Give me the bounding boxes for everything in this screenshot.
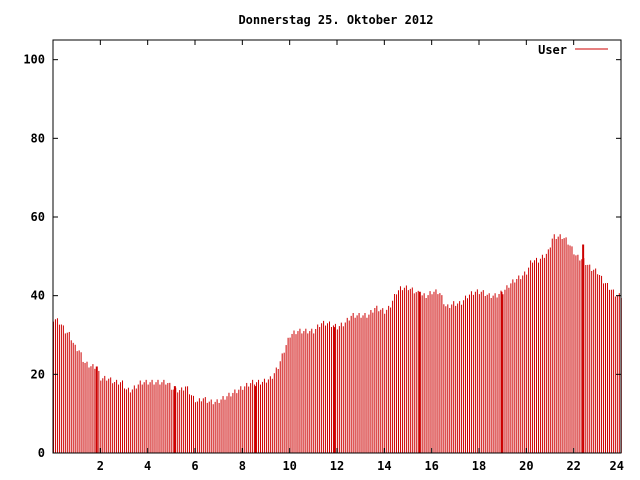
x-tick-label: 4: [144, 459, 151, 473]
x-tick-label: 10: [282, 459, 296, 473]
y-tick-label: 80: [31, 131, 45, 145]
chart-title: Donnerstag 25. Oktober 2012: [238, 13, 433, 27]
legend-label-user: User: [538, 43, 567, 57]
x-tick-label: 20: [519, 459, 533, 473]
legend: User: [538, 43, 608, 57]
y-tick-label: 40: [31, 289, 45, 303]
x-tick-label: 16: [424, 459, 438, 473]
x-tick-label: 6: [191, 459, 198, 473]
x-tick-label: 12: [330, 459, 344, 473]
y-tick-label: 100: [23, 53, 45, 67]
y-tick-label: 20: [31, 367, 45, 381]
x-tick-label: 14: [377, 459, 391, 473]
bar-series-user: [53, 234, 622, 453]
x-tick-label: 22: [566, 459, 580, 473]
y-tick-label: 60: [31, 210, 45, 224]
x-tick-label: 8: [239, 459, 246, 473]
x-tick-label: 24: [610, 459, 624, 473]
x-tick-label: 2: [97, 459, 104, 473]
y-tick-label: 0: [38, 446, 45, 460]
axes: [52, 39, 622, 454]
x-tick-label: 18: [472, 459, 486, 473]
